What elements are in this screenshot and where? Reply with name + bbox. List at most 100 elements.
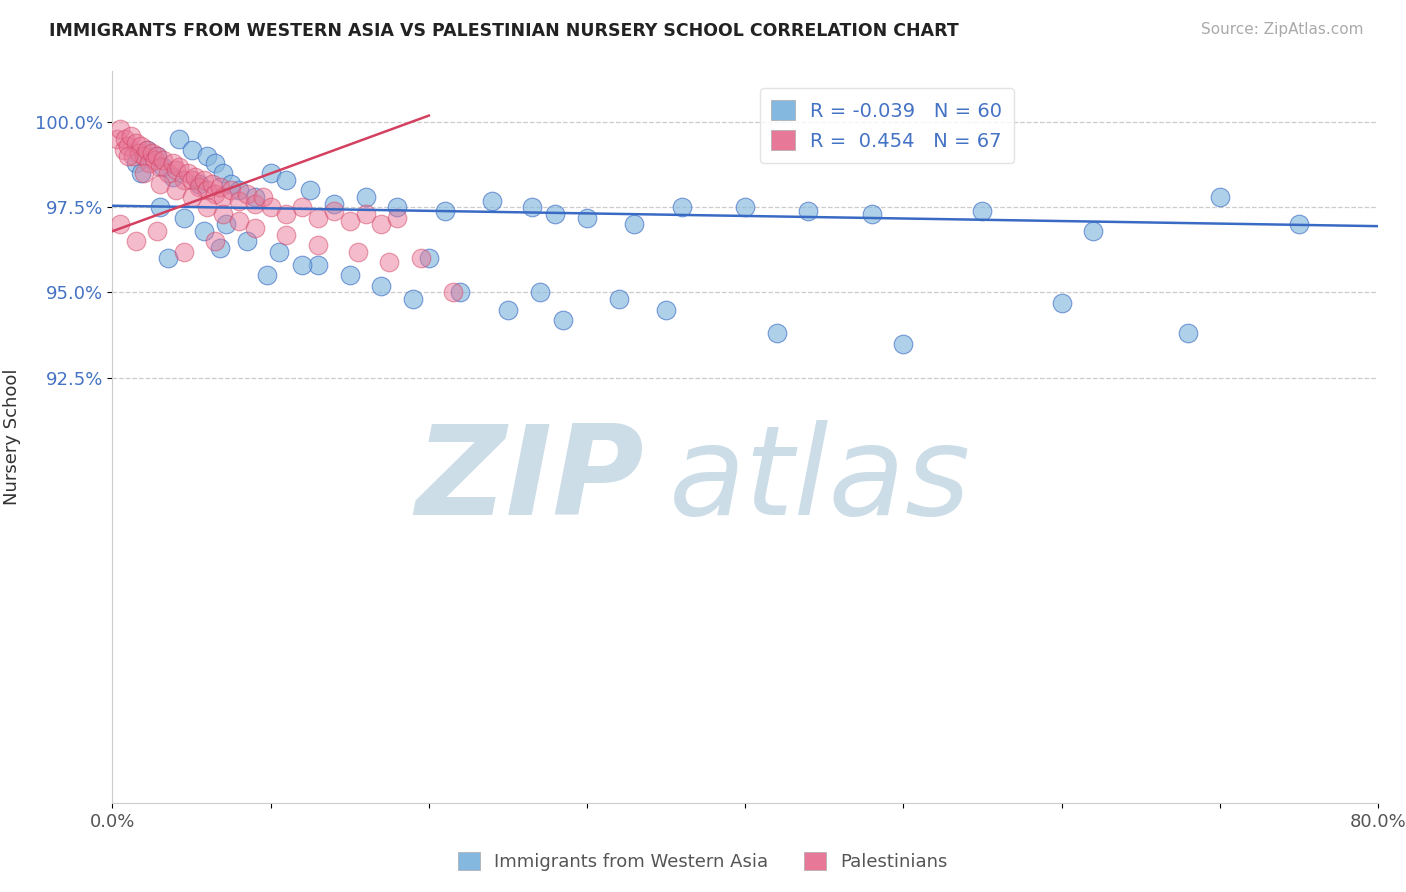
- Point: [607, 293, 630, 307]
- Point: [121, 128, 143, 143]
- Point: [204, 186, 226, 201]
- Point: [132, 166, 156, 180]
- Point: [441, 285, 464, 300]
- Point: [167, 132, 190, 146]
- Legend: Immigrants from Western Asia, Palestinians: Immigrants from Western Asia, Palestinia…: [451, 845, 955, 879]
- Point: [156, 166, 179, 180]
- Point: [138, 156, 160, 170]
- Point: [1208, 190, 1232, 204]
- Point: [481, 194, 503, 208]
- Point: [228, 194, 250, 208]
- Point: [256, 268, 278, 283]
- Text: atlas: atlas: [669, 420, 972, 541]
- Point: [195, 201, 219, 215]
- Point: [385, 201, 409, 215]
- Point: [162, 169, 184, 184]
- Point: [409, 252, 432, 266]
- Point: [243, 220, 266, 235]
- Point: [122, 149, 145, 163]
- Point: [136, 143, 159, 157]
- Point: [276, 207, 298, 221]
- Point: [193, 173, 215, 187]
- Point: [553, 312, 575, 326]
- Point: [339, 268, 361, 283]
- Point: [112, 143, 135, 157]
- Point: [204, 235, 226, 249]
- Point: [149, 201, 172, 215]
- Point: [623, 218, 645, 232]
- Point: [291, 201, 314, 215]
- Point: [370, 278, 392, 293]
- Point: [212, 166, 235, 180]
- Point: [385, 211, 409, 225]
- Point: [228, 214, 250, 228]
- Point: [433, 203, 456, 218]
- Point: [797, 203, 820, 218]
- Point: [125, 156, 148, 170]
- Point: [219, 177, 242, 191]
- Point: [529, 285, 551, 300]
- Point: [972, 203, 994, 218]
- Point: [307, 258, 329, 272]
- Point: [236, 235, 259, 249]
- Point: [149, 177, 172, 191]
- Point: [259, 201, 281, 215]
- Point: [576, 211, 599, 225]
- Point: [323, 203, 346, 218]
- Point: [193, 224, 215, 238]
- Point: [136, 143, 159, 157]
- Point: [188, 177, 211, 191]
- Point: [183, 169, 207, 184]
- Point: [671, 201, 693, 215]
- Point: [370, 218, 392, 232]
- Point: [339, 214, 361, 228]
- Point: [354, 207, 377, 221]
- Point: [236, 186, 259, 201]
- Point: [243, 197, 266, 211]
- Legend: R = -0.039   N = 60, R =  0.454   N = 67: R = -0.039 N = 60, R = 0.454 N = 67: [759, 88, 1014, 162]
- Point: [117, 149, 139, 163]
- Point: [173, 211, 195, 225]
- Point: [496, 302, 519, 317]
- Point: [173, 244, 195, 259]
- Point: [177, 166, 200, 180]
- Point: [520, 201, 543, 215]
- Point: [105, 132, 128, 146]
- Point: [354, 190, 377, 204]
- Point: [110, 122, 132, 136]
- Point: [734, 201, 756, 215]
- Point: [299, 183, 322, 197]
- Point: [110, 218, 132, 232]
- Point: [1083, 224, 1105, 238]
- Point: [180, 190, 202, 204]
- Point: [165, 183, 187, 197]
- Point: [117, 139, 139, 153]
- Point: [132, 149, 156, 163]
- Point: [402, 293, 425, 307]
- Point: [307, 211, 329, 225]
- Point: [180, 173, 202, 187]
- Point: [143, 153, 166, 167]
- Point: [450, 285, 472, 300]
- Point: [219, 183, 242, 197]
- Point: [152, 160, 174, 174]
- Point: [129, 139, 152, 153]
- Point: [129, 166, 152, 180]
- Point: [195, 183, 219, 197]
- Point: [156, 252, 179, 266]
- Point: [228, 183, 250, 197]
- Text: ZIP: ZIP: [415, 420, 644, 541]
- Point: [188, 180, 211, 194]
- Point: [215, 218, 238, 232]
- Point: [146, 149, 169, 163]
- Point: [307, 238, 329, 252]
- Point: [212, 190, 235, 204]
- Point: [152, 153, 174, 167]
- Point: [243, 190, 266, 204]
- Point: [162, 156, 184, 170]
- Point: [1177, 326, 1199, 341]
- Point: [146, 224, 169, 238]
- Point: [128, 146, 150, 161]
- Point: [204, 156, 226, 170]
- Point: [146, 149, 169, 163]
